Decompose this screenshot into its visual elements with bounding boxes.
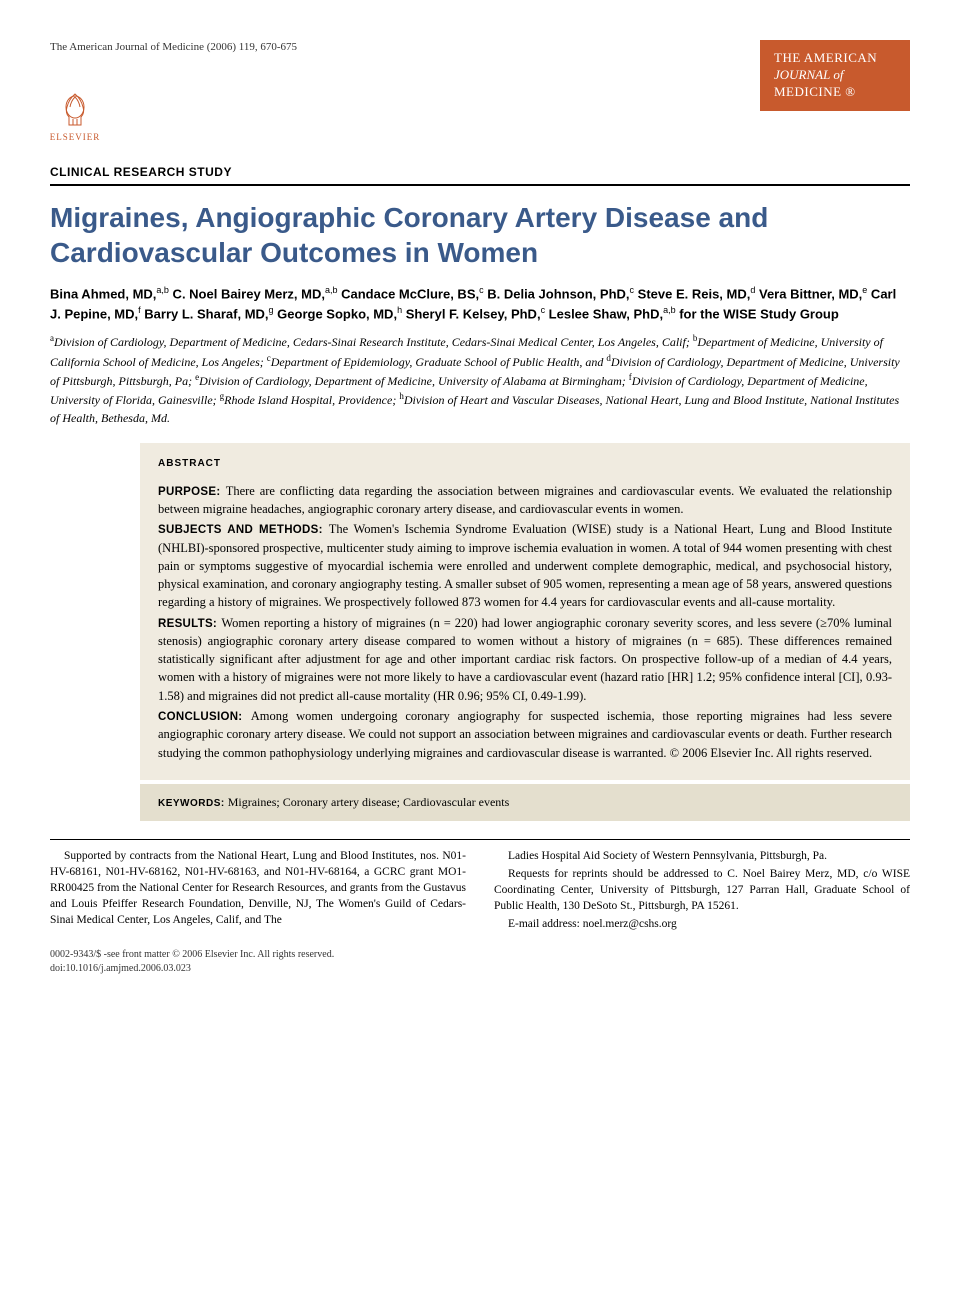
elsevier-logo: ELSEVIER	[50, 89, 100, 144]
journal-badge: THE AMERICAN JOURNAL of MEDICINE ®	[760, 40, 910, 111]
keywords-text: Migraines; Coronary artery disease; Card…	[228, 795, 510, 809]
email-address: E-mail address: noel.merz@cshs.org	[494, 916, 910, 932]
abstract-text: There are conflicting data regarding the…	[158, 484, 892, 517]
abstract-section: RESULTS: Women reporting a history of mi…	[158, 614, 892, 705]
footnote-right-column: Ladies Hospital Aid Society of Western P…	[494, 848, 910, 934]
abstract-heading: CONCLUSION:	[158, 711, 251, 723]
footnote-left-column: Supported by contracts from the National…	[50, 848, 466, 934]
journal-name-line1: THE AMERICAN	[774, 50, 896, 67]
tree-icon	[55, 89, 95, 129]
article-title: Migraines, Angiographic Coronary Artery …	[50, 200, 910, 270]
keywords-box: KEYWORDS: Migraines; Coronary artery dis…	[140, 784, 910, 821]
abstract-section: CONCLUSION: Among women undergoing coron…	[158, 707, 892, 762]
section-divider	[50, 184, 910, 186]
abstract-section: SUBJECTS AND METHODS: The Women's Ischem…	[158, 520, 892, 611]
publisher-name: ELSEVIER	[50, 131, 101, 144]
reprint-request: Requests for reprints should be addresse…	[494, 866, 910, 914]
abstract-heading: RESULTS:	[158, 618, 221, 630]
authors-list: Bina Ahmed, MD,a,b C. Noel Bairey Merz, …	[50, 284, 910, 324]
abstract-text: Women reporting a history of migraines (…	[158, 616, 892, 703]
copyright-row: 0002-9343/$ -see front matter © 2006 Els…	[50, 948, 910, 976]
doi-line: doi:10.1016/j.amjmed.2006.03.023	[50, 962, 334, 976]
abstract-container: ABSTRACT PURPOSE: There are conflicting …	[140, 443, 910, 821]
issn-line: 0002-9343/$ -see front matter © 2006 Els…	[50, 948, 334, 962]
abstract-box: ABSTRACT PURPOSE: There are conflicting …	[140, 443, 910, 780]
affiliations: aDivision of Cardiology, Department of M…	[50, 332, 910, 427]
copyright-left: 0002-9343/$ -see front matter © 2006 Els…	[50, 948, 334, 976]
journal-name-line2: JOURNAL of	[774, 67, 896, 84]
footnotes-columns: Supported by contracts from the National…	[50, 839, 910, 934]
abstract-section: PURPOSE: There are conflicting data rega…	[158, 482, 892, 519]
citation: The American Journal of Medicine (2006) …	[50, 40, 297, 55]
funding-continuation: Ladies Hospital Aid Society of Western P…	[494, 848, 910, 864]
abstract-heading: SUBJECTS AND METHODS:	[158, 524, 329, 536]
abstract-label: ABSTRACT	[158, 457, 892, 472]
abstract-heading: PURPOSE:	[158, 486, 226, 498]
abstract-text: Among women undergoing coronary angiogra…	[158, 709, 892, 760]
keywords-label: KEYWORDS:	[158, 798, 225, 809]
section-label: CLINICAL RESEARCH STUDY	[50, 164, 910, 181]
journal-name-line3: MEDICINE ®	[774, 84, 896, 101]
funding-text: Supported by contracts from the National…	[50, 848, 466, 928]
